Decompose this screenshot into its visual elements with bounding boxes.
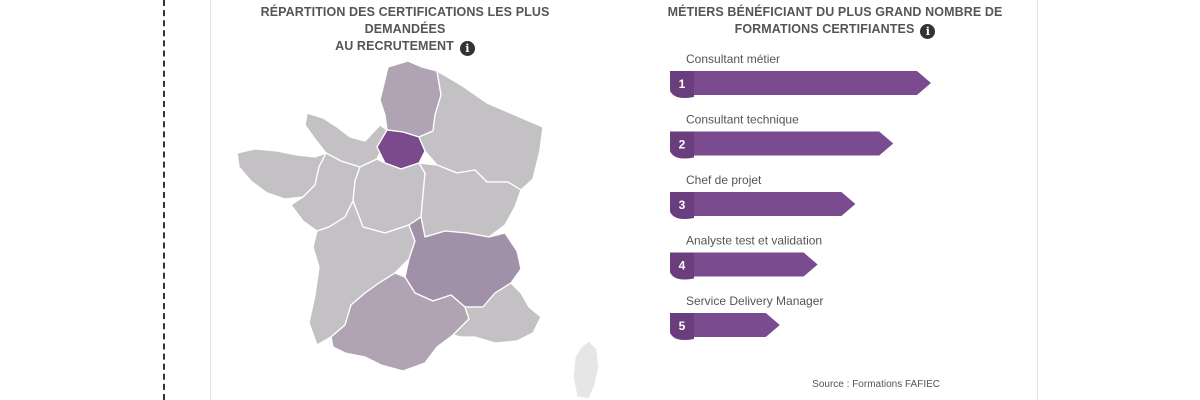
map-title: RÉPARTITION DES CERTIFICATIONS LES PLUS … <box>220 4 590 56</box>
bar <box>670 131 894 159</box>
rank-number: 4 <box>679 259 686 273</box>
bar-label: Service Delivery Manager <box>686 294 823 308</box>
map-title-line2: AU RECRUTEMENT <box>335 39 454 53</box>
content-panel <box>210 0 1038 400</box>
rank-number: 1 <box>679 77 686 91</box>
rank-number: 5 <box>679 319 686 333</box>
chart-title: MÉTIERS BÉNÉFICIANT DU PLUS GRAND NOMBRE… <box>655 4 1015 39</box>
dashed-divider <box>163 0 165 400</box>
map-title-line1: RÉPARTITION DES CERTIFICATIONS LES PLUS … <box>260 5 550 36</box>
source-note: Source : Formations FAFIEC <box>812 379 940 390</box>
region-bourgogne-franche-comte[interactable] <box>418 162 522 238</box>
bar <box>670 71 931 98</box>
bar-label: Consultant technique <box>686 113 799 127</box>
rank-tab <box>670 71 694 98</box>
rank-tab <box>670 252 694 280</box>
bar <box>670 192 856 219</box>
chart-title-line2: FORMATIONS CERTIFIANTES <box>734 22 915 36</box>
region-provence-alpes-cote-d-azur[interactable] <box>452 282 542 344</box>
rank-tab <box>670 192 694 219</box>
bar-label: Consultant métier <box>686 52 780 66</box>
info-icon[interactable]: i <box>920 24 936 39</box>
rank-tab <box>670 313 694 340</box>
bar <box>670 313 780 340</box>
rank-number: 2 <box>679 138 686 152</box>
chart-title-line1: MÉTIERS BÉNÉFICIANT DU PLUS GRAND NOMBRE… <box>667 5 1003 19</box>
region-hauts-de-france[interactable] <box>379 60 442 138</box>
rank-tab <box>670 131 694 159</box>
rank-number: 3 <box>679 198 686 212</box>
region-corse[interactable] <box>572 340 600 400</box>
bar-label: Chef de projet <box>686 173 762 187</box>
info-icon[interactable]: i <box>459 41 475 56</box>
bar <box>670 252 818 280</box>
france-map <box>236 60 600 400</box>
bar-label: Analyste test et validation <box>686 234 822 248</box>
